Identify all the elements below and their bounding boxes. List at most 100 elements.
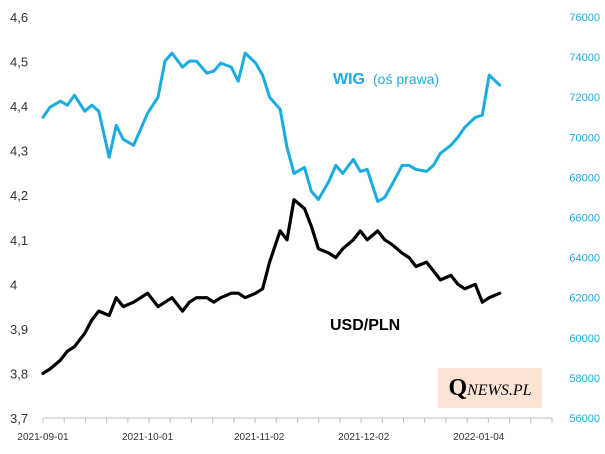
wig-data-point [400,164,404,167]
usd-pln-data-point [341,247,344,250]
wig-data-point [254,61,257,65]
right-tick-label: 72000 [569,92,600,104]
wig-data-point [73,94,76,97]
usd-pln-data-point [146,292,149,295]
usd-pln-data-point [244,296,247,299]
usd-pln-data-point [327,251,331,255]
usd-pln-data-point [108,314,111,317]
usd-pln-data-point [414,265,418,268]
usd-pln-data-point [463,287,466,290]
logo-rest: NEWS.PL [467,382,532,399]
wig-data-point [163,59,167,63]
usd-pln-data-point [376,229,379,233]
usd-pln-data-point [352,238,355,241]
left-tick-label: 3,7 [10,411,28,426]
wig-data-point [132,144,135,147]
logo-text: QNEWS.PL [448,376,531,400]
usd-pln-data-point [425,260,428,264]
wig-data-point [488,73,491,77]
right-tick-label: 60000 [569,333,600,345]
left-tick-label: 3,8 [10,366,28,381]
usd-pln-data-point [390,243,393,246]
usd-pln-data-point [488,296,491,299]
wig-data-point [474,116,477,119]
usd-pln-data-point [303,207,306,210]
wig-data-point [481,114,484,117]
usd-pln-data-point [317,247,320,250]
wig-data-point [212,69,215,73]
usd-pln-data-point [292,198,296,201]
usd-pln-data-point [90,318,94,322]
x-tick-label: 2021-11-02 [234,432,285,443]
qnews-logo: QNEWS.PL [438,368,542,408]
usd-pln-data-point [237,292,240,295]
wig-data-point [341,172,344,175]
usd-pln-data-point [432,269,435,273]
usd-pln-data-point [383,238,386,241]
usd-pln-data-point [285,238,289,241]
left-tick-label: 4,6 [10,10,28,25]
wig-data-point [108,156,111,159]
wig-data-point [352,158,355,161]
wig-data-point [456,136,460,139]
wig-data-point [139,128,142,131]
left-y-axis: 3,7 3,8 3,9 4 4,1 4,2 4,3 4,4 4,5 4,6 [10,10,28,426]
wig-data-point [278,108,282,111]
wig-data-point [83,110,87,113]
usd-pln-data-point [456,283,460,286]
wig-data-point [66,104,69,107]
wig-data-point [188,59,191,63]
wig-data-point [219,61,222,65]
usd-pln-data-point [73,345,76,348]
usd-pln-data-point [449,274,453,277]
series-layer [41,51,502,375]
logo-q: Q [448,375,468,401]
usd-pln-data-point [268,260,271,264]
wig-data-point [449,144,453,147]
usd-pln-data-point [366,238,369,241]
wig-data-point [59,100,62,103]
usd-pln-data-point [170,296,174,299]
usd-pln-data-point [181,309,184,313]
left-tick-label: 4,3 [10,144,28,159]
wig-data-point [383,196,386,199]
x-tick-label: 2021-09-01 [17,432,69,443]
right-tick-label: 68000 [569,172,600,184]
right-tick-label: 74000 [569,52,600,64]
right-tick-label: 66000 [569,213,600,225]
wig-data-point [439,152,442,155]
wig-axis-note: (oś prawa) [373,71,439,87]
wig-data-point [146,112,149,115]
usd-pln-data-point [498,292,501,295]
wig-data-point [285,146,289,149]
right-tick-label: 64000 [569,253,600,265]
wig-data-point [310,190,313,193]
wig-data-point [390,184,393,187]
wig-data-point [268,96,271,99]
usd-pln-data-point [156,305,160,308]
wig-data-point [195,59,198,63]
usd-pln-data-point [400,251,404,255]
usd-pln-series-line [41,198,502,375]
wig-data-point [41,116,45,119]
right-tick-label: 70000 [569,132,600,144]
usd-pln-data-point [122,305,125,308]
wig-data-point [407,164,411,167]
wig-data-point [366,168,369,171]
usd-pln-data-point [219,296,222,299]
x-axis: 2021-09-01 2021-10-01 2021-11-02 2021-12-02… [17,417,553,443]
x-tick-label: 2022-01-04 [453,432,505,443]
right-tick-label: 76000 [569,12,600,24]
usd-pln-data-point [481,301,484,304]
usd-pln-data-point [132,301,135,304]
wig-data-point [359,170,362,173]
left-tick-label: 4 [10,277,17,292]
usd-pln-data-point [163,301,167,304]
usd-pln-data-point [474,283,477,286]
wig-data-point [181,65,184,69]
usd-pln-data-point [115,296,118,299]
wig-data-point [414,168,418,171]
usd-pln-data-point [334,256,337,259]
